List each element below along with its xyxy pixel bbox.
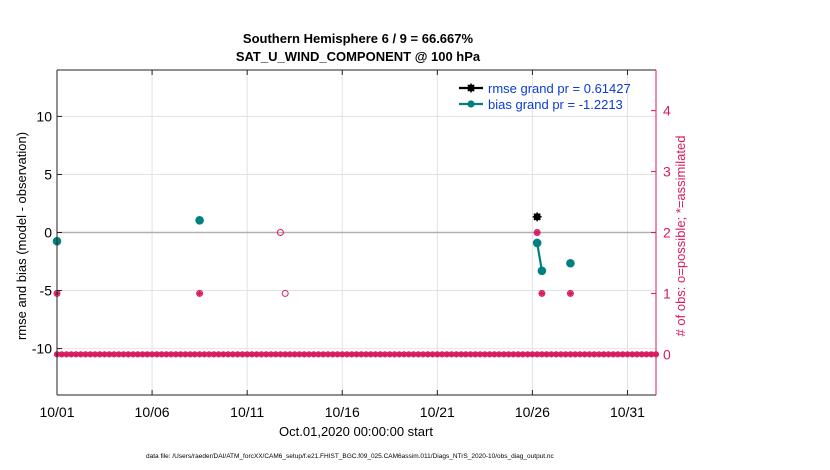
y-axis-right-label: # of obs: o=possible; *=assimilated: [673, 136, 688, 337]
obs-assimilated-marker: [287, 351, 293, 357]
obs-assimilated-marker: [577, 351, 583, 357]
obs-assimilated-marker: [501, 351, 507, 357]
obs-assimilated-marker: [472, 351, 478, 357]
obs-assimilated-marker: [643, 351, 650, 357]
y-right-tick-label: 2: [663, 225, 671, 241]
y-right-tick-label: 1: [663, 285, 671, 301]
obs-assimilated-marker: [63, 351, 70, 357]
obs-possible-marker: [196, 289, 204, 297]
y-left-tick-label: -10: [32, 341, 52, 357]
obs-assimilated-marker: [491, 351, 497, 357]
data-file-footer: data file: /Users/raeder/DAI/ATM_forcXX/…: [146, 453, 555, 460]
obs-assimilated-marker: [591, 351, 597, 357]
x-tick-label: 10/16: [325, 404, 360, 420]
bias-point: [532, 238, 542, 248]
bias-point: [537, 266, 547, 276]
obs-assimilated-marker: [216, 351, 222, 357]
y-left-tick-label: 0: [44, 225, 52, 241]
obs-count-series: [53, 229, 660, 358]
obs-assimilated-marker: [196, 290, 203, 297]
y-left-tick-label: 10: [36, 108, 52, 124]
obs-assimilated-marker: [249, 351, 255, 357]
x-tick-label: 10/06: [135, 404, 170, 420]
y-left-tick-label: -5: [40, 283, 53, 299]
obs-assimilated-marker: [515, 351, 521, 357]
obs-assimilated-marker: [144, 351, 150, 357]
obs-assimilated-marker: [534, 229, 540, 236]
obs-possible-marker: [566, 289, 574, 297]
obs-assimilated-marker: [434, 351, 440, 357]
x-tick-label: 10/21: [420, 404, 455, 420]
bias-point: [195, 216, 204, 225]
x-tick-label: 10/31: [610, 404, 645, 420]
legend-rmse-star: [466, 83, 476, 93]
y-right-tick-label: 0: [663, 346, 671, 362]
obs-assimilated-marker: [563, 351, 569, 357]
obs-assimilated-marker: [87, 351, 93, 357]
x-axis-label: Oct.01,2020 00:00:00 start: [279, 424, 433, 439]
obs-assimilated-marker: [368, 351, 374, 357]
obs-assimilated-marker: [320, 351, 326, 357]
obs-possible-marker: [533, 229, 541, 236]
bias-line: [536, 242, 543, 271]
obs-assimilated-marker: [116, 351, 122, 357]
obs-possible-marker: [281, 289, 289, 297]
obs-assimilated-marker: [605, 351, 612, 357]
obs-assimilated-marker: [149, 351, 155, 357]
obs-assimilated-marker: [101, 351, 108, 357]
y-left-tick-label: 5: [44, 166, 52, 182]
bias-point: [566, 258, 575, 268]
legend-bias-marker: [467, 100, 475, 108]
obs-assimilated-marker: [539, 290, 545, 297]
rmse-point-star: [532, 212, 542, 222]
obs-assimilated-marker: [344, 351, 350, 357]
obs-assimilated-marker: [296, 351, 303, 357]
x-tick-label: 10/01: [39, 404, 74, 420]
obs-possible-marker: [276, 229, 284, 236]
obs-assimilated-marker: [567, 290, 574, 297]
legend-rmse-label: rmse grand pr = 0.61427: [488, 81, 631, 96]
y-axis-left-label: rmse and bias (model - observation): [14, 132, 29, 340]
obs-assimilated-marker: [182, 351, 188, 357]
obs-assimilated-marker: [572, 351, 578, 357]
obs-possible-marker: [538, 289, 546, 297]
data-series: [52, 212, 575, 276]
obs-assimilated-marker: [154, 351, 160, 357]
obs-assimilated-marker: [92, 351, 98, 357]
chart-title-line1: Southern Hemisphere 6 / 9 = 66.667%: [243, 31, 474, 46]
obs-assimilated-marker: [230, 351, 236, 357]
obs-assimilated-marker: [268, 351, 274, 357]
obs-assimilated-marker: [510, 351, 516, 357]
y-right-tick-label: 3: [663, 164, 671, 180]
x-tick-label: 10/11: [230, 404, 264, 420]
y-right-tick-label: 4: [663, 103, 671, 119]
obs-assimilated-marker: [586, 351, 593, 357]
chart-title-line2: SAT_U_WIND_COMPONENT @ 100 hPa: [236, 49, 481, 64]
obs-assimilated-marker: [582, 351, 588, 357]
obs-assimilated-marker: [358, 351, 364, 357]
ticks: 10/01 10/06 10/11 10/16 10/21 10/26 10/311050-…: [32, 70, 671, 420]
obs-assimilated-marker: [325, 351, 331, 357]
legend-bias-label: bias grand pr = -1.2213: [488, 97, 623, 112]
x-tick-label: 10/26: [515, 404, 550, 420]
obs-assimilated-marker: [139, 351, 146, 357]
